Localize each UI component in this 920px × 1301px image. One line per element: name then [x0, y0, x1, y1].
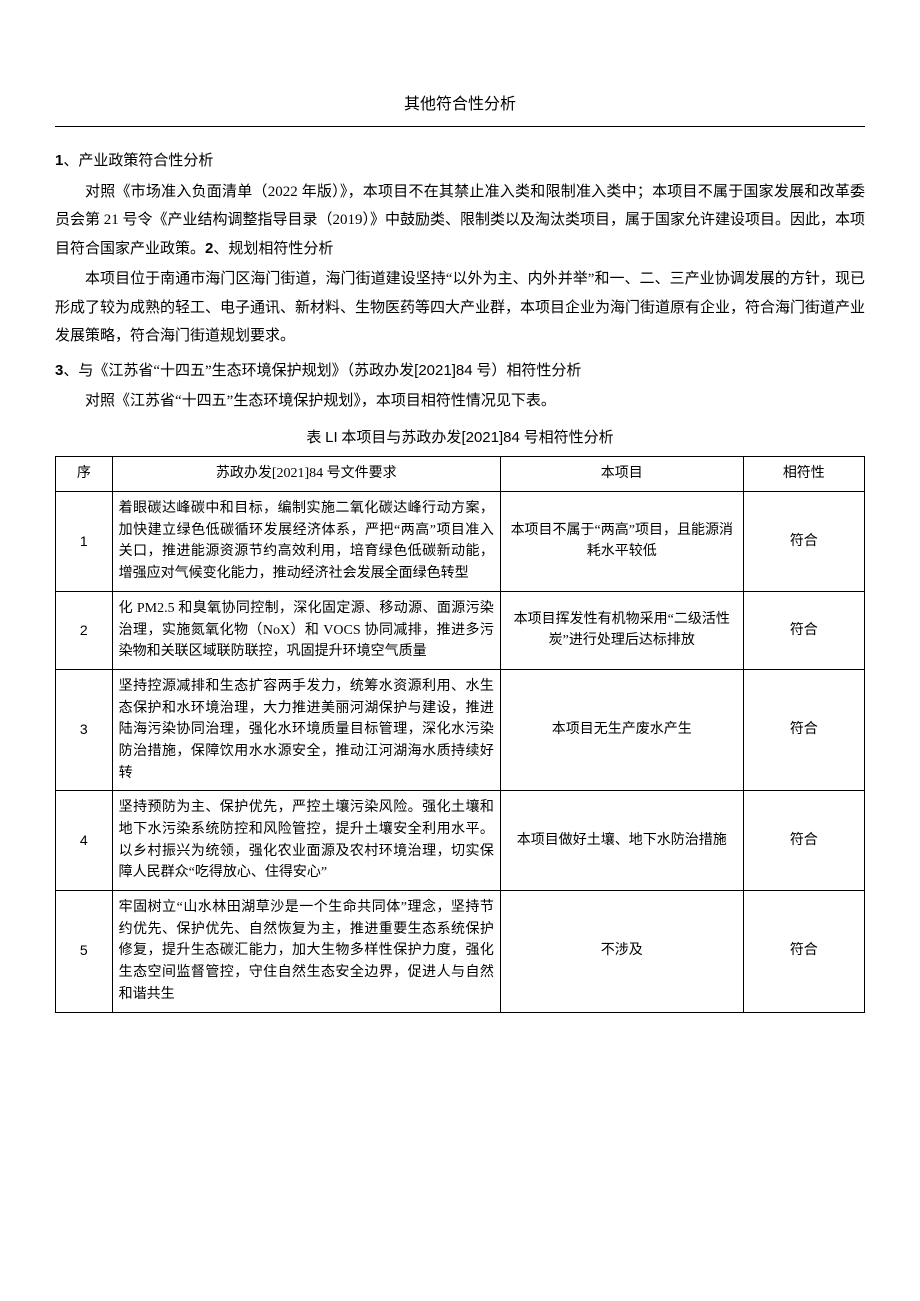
section-3-heading-pre: 、与《江苏省“十四五”生态环境保护规划》（苏政办发 — [63, 363, 414, 379]
table-row: 2 化 PM2.5 和臭氧协同控制，深化固定源、移动源、面源污染治理，实施氮氧化… — [56, 591, 865, 669]
caption-code: [2021]84 — [461, 429, 519, 446]
table-row: 5 牢固树立“山水林田湖草沙是一个生命共同体”理念，坚持节约优先、保护优先、自然… — [56, 891, 865, 1012]
cell-comp: 符合 — [743, 891, 864, 1012]
table-header-row: 序 苏政办发[2021]84 号文件要求 本项目 相符性 — [56, 457, 865, 492]
section-2-para: 本项目位于南通市海门区海门街道，海门街道建设坚持“以外为主、内外并举”和一、二、… — [55, 265, 865, 351]
section-3-heading-post: 号）相符性分析 — [473, 363, 582, 379]
cell-req: 坚持预防为主、保护优先，严控土壤污染风险。强化土壤和地下水污染系统防控和风险管控… — [112, 791, 500, 891]
section-1-title: 1、产业政策符合性分析 — [55, 147, 865, 176]
cell-idx: 2 — [56, 591, 113, 669]
table-row: 4 坚持预防为主、保护优先，严控土壤污染风险。强化土壤和地下水污染系统防控和风险… — [56, 791, 865, 891]
cell-proj: 本项目无生产废水产生 — [500, 669, 743, 790]
cell-comp: 符合 — [743, 492, 864, 592]
cell-comp: 符合 — [743, 791, 864, 891]
cell-req: 坚持控源减排和生态扩容两手发力，统筹水资源利用、水生态保护和水环境治理，大力推进… — [112, 669, 500, 790]
caption-pre: 表 — [306, 430, 325, 446]
cell-comp: 符合 — [743, 591, 864, 669]
section-3-para: 对照《江苏省“十四五”生态环境保护规划》，本项目相符性情况见下表。 — [55, 387, 865, 416]
cell-proj: 本项目挥发性有机物采用“二级活性炭”进行处理后达标排放 — [500, 591, 743, 669]
table-row: 3 坚持控源减排和生态扩容两手发力，统筹水资源利用、水生态保护和水环境治理，大力… — [56, 669, 865, 790]
section-1-text: 对照《市场准入负面清单（2022 年版）》，本项目不在其禁止准入类和限制准入类中… — [55, 184, 865, 257]
cell-proj: 本项目做好土壤、地下水防治措施 — [500, 791, 743, 891]
compliance-table: 序 苏政办发[2021]84 号文件要求 本项目 相符性 1 着眼碳达峰碳中和目… — [55, 456, 865, 1012]
page-title: 其他符合性分析 — [55, 90, 865, 127]
cell-req: 化 PM2.5 和臭氧协同控制，深化固定源、移动源、面源污染治理，实施氮氧化物（… — [112, 591, 500, 669]
cell-proj: 不涉及 — [500, 891, 743, 1012]
cell-idx: 4 — [56, 791, 113, 891]
cell-comp: 符合 — [743, 669, 864, 790]
section-2-heading: 、规划相符性分析 — [213, 241, 333, 257]
section-1-heading: 、产业政策符合性分析 — [63, 153, 213, 169]
cell-proj: 本项目不属于“两高”项目，且能源消耗水平较低 — [500, 492, 743, 592]
cell-idx: 5 — [56, 891, 113, 1012]
cell-idx: 1 — [56, 492, 113, 592]
caption-post: 号相符性分析 — [520, 430, 614, 446]
cell-req: 牢固树立“山水林田湖草沙是一个生命共同体”理念，坚持节约优先、保护优先、自然恢复… — [112, 891, 500, 1012]
th-req: 苏政办发[2021]84 号文件要求 — [112, 457, 500, 492]
caption-mid: 本项目与苏政办发 — [338, 430, 462, 446]
table-row: 1 着眼碳达峰碳中和目标，编制实施二氧化碳达峰行动方案，加快建立绿色低碳循环发展… — [56, 492, 865, 592]
table-caption: 表 LI 本项目与苏政办发[2021]84 号相符性分析 — [55, 424, 865, 453]
cell-req: 着眼碳达峰碳中和目标，编制实施二氧化碳达峰行动方案，加快建立绿色低碳循环发展经济… — [112, 492, 500, 592]
caption-li: LI — [325, 429, 338, 446]
section-3-title: 3、与《江苏省“十四五”生态环境保护规划》（苏政办发[2021]84 号）相符性… — [55, 357, 865, 386]
th-idx: 序 — [56, 457, 113, 492]
section-3-doc-code: [2021]84 — [414, 362, 472, 379]
section-1-para: 对照《市场准入负面清单（2022 年版）》，本项目不在其禁止准入类和限制准入类中… — [55, 178, 865, 264]
cell-idx: 3 — [56, 669, 113, 790]
th-comp: 相符性 — [743, 457, 864, 492]
th-proj: 本项目 — [500, 457, 743, 492]
